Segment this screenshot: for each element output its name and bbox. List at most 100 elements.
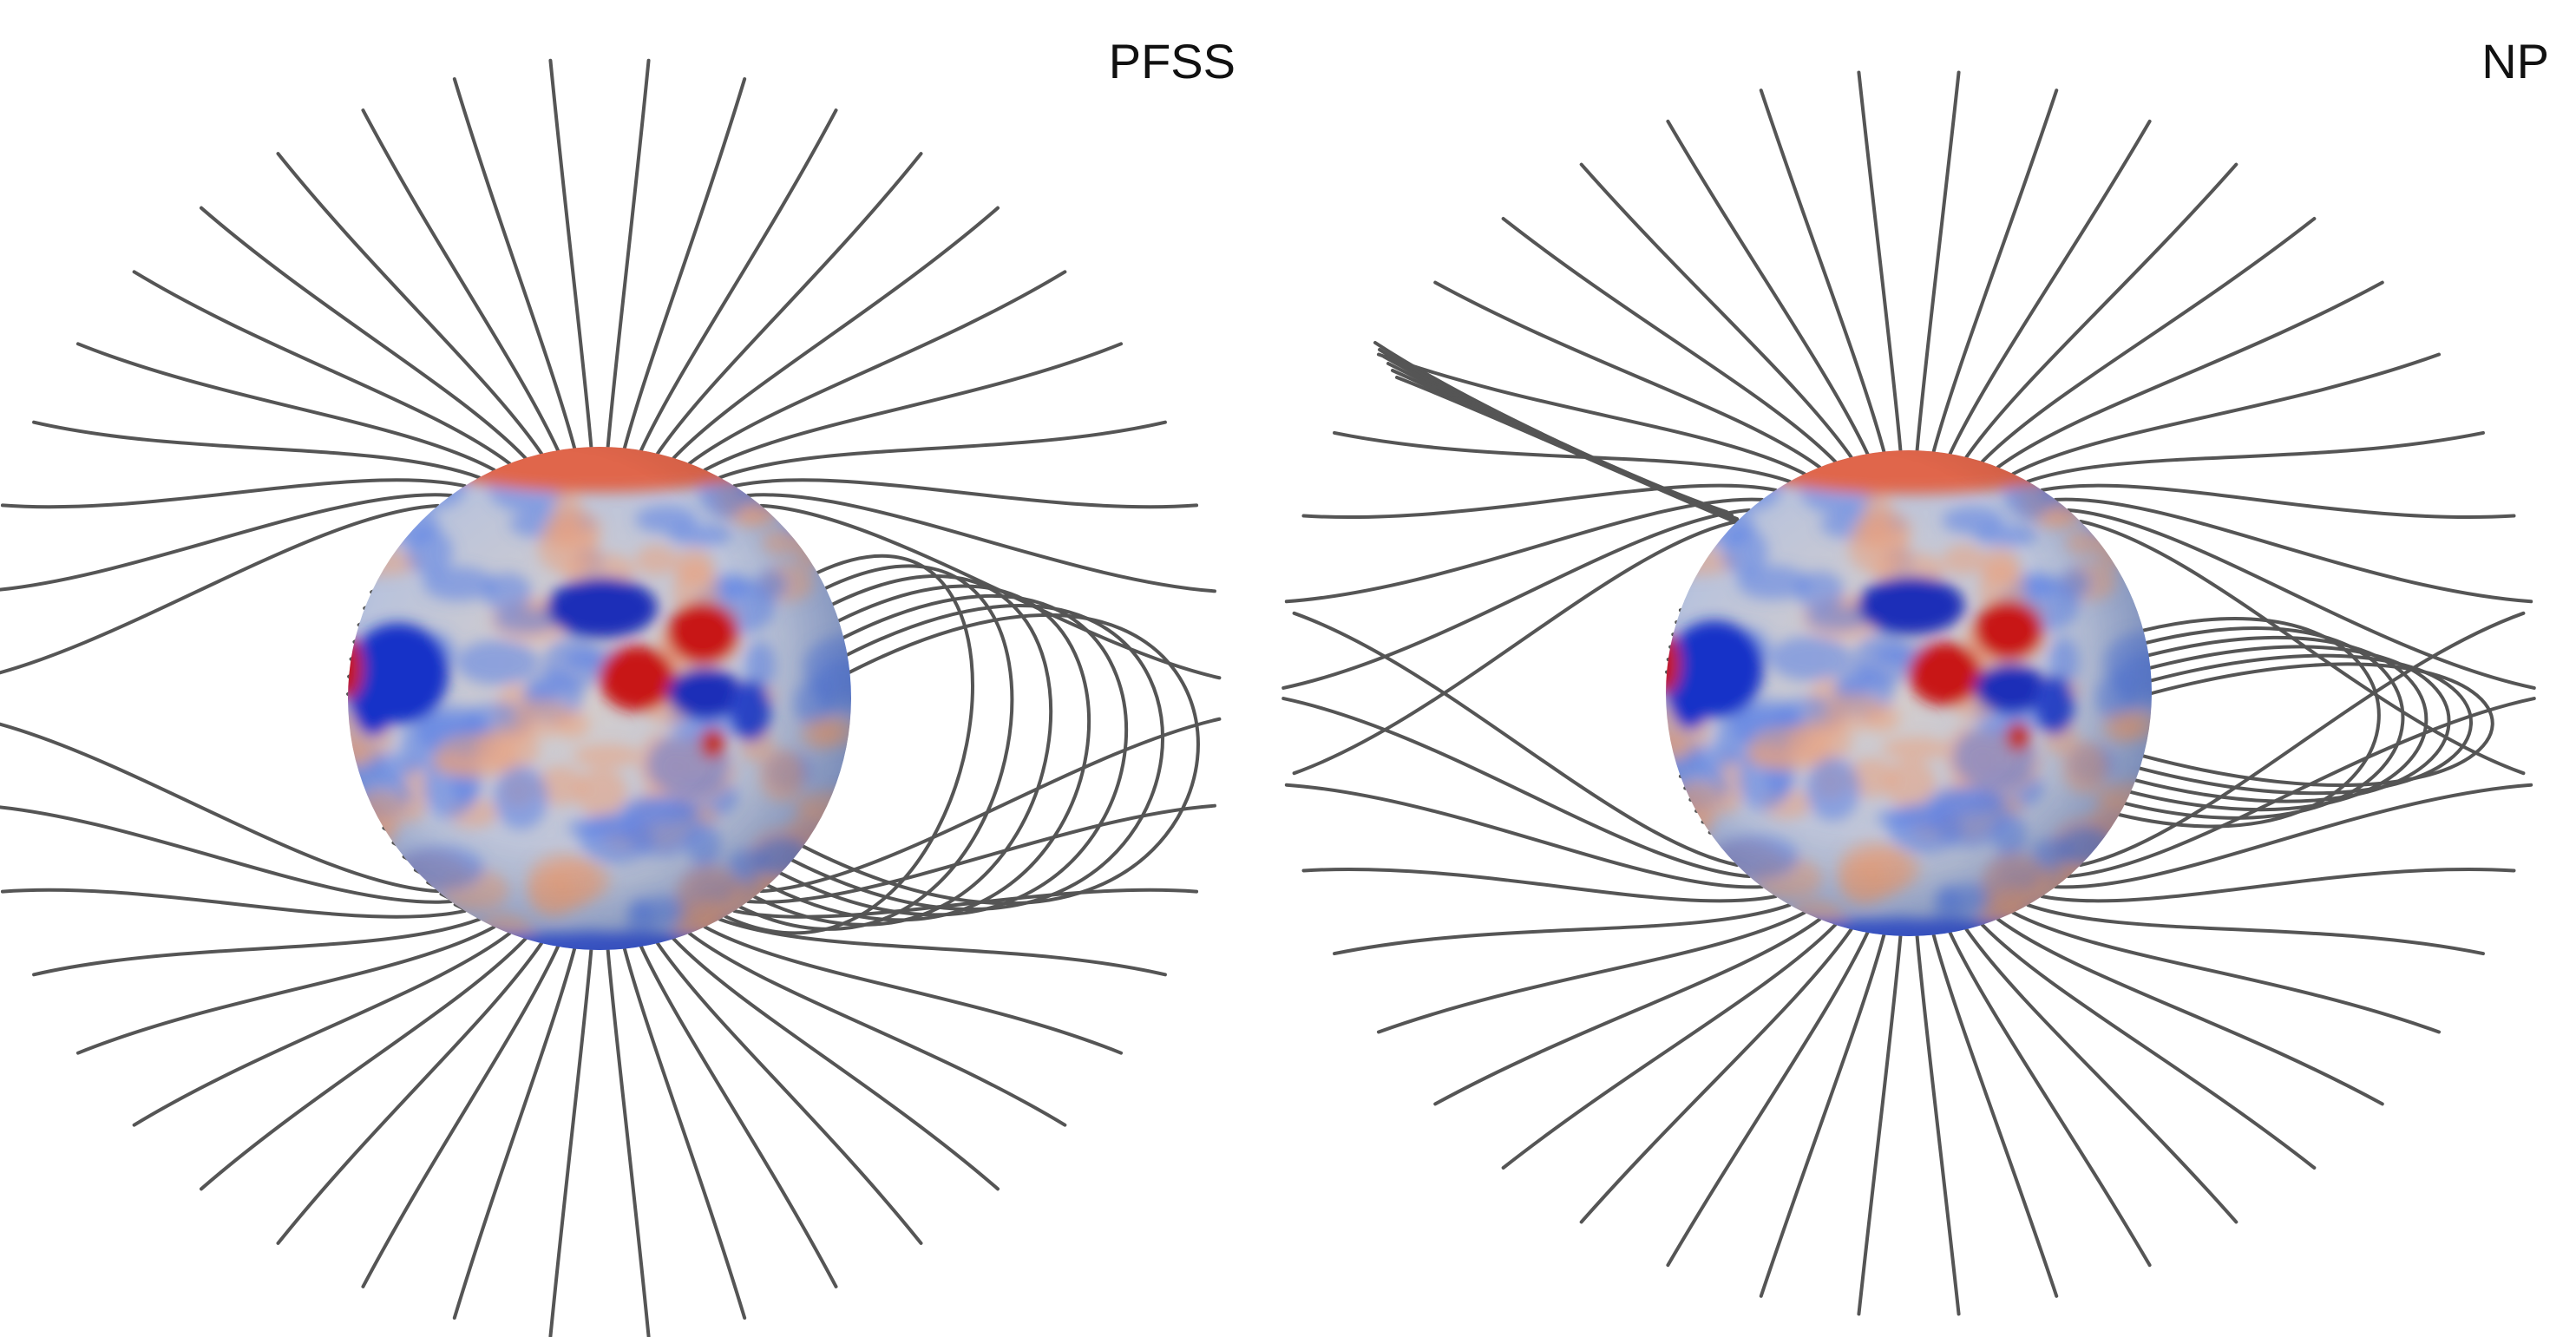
limb-shade <box>348 447 851 950</box>
field-line <box>1376 910 1806 1034</box>
field-line <box>1501 922 1838 1170</box>
field-line <box>752 574 1053 927</box>
field-line <box>801 613 1200 906</box>
field-line <box>132 270 512 466</box>
field-line <box>199 937 528 1191</box>
field-line <box>2134 645 2451 803</box>
field-line <box>1501 217 1838 464</box>
field-line <box>639 108 838 452</box>
field-line <box>606 947 651 1337</box>
field-line <box>1915 70 1961 453</box>
field-line <box>2078 611 2526 867</box>
field-line <box>606 58 651 449</box>
field-line <box>2067 697 2536 879</box>
field-line <box>718 917 1167 977</box>
field-line <box>2011 352 2442 476</box>
field-line <box>1376 352 1806 476</box>
field-line <box>1857 70 1903 453</box>
flux-blob <box>784 475 811 537</box>
field-line <box>276 941 544 1245</box>
limb-shade <box>1666 450 2152 936</box>
field-line <box>2067 508 2536 690</box>
field-line <box>1301 483 1778 520</box>
np-panel: NP <box>1281 34 2549 1316</box>
panel-label: PFSS <box>1109 34 1236 88</box>
field-line <box>759 503 1222 680</box>
field-line <box>1996 917 2384 1106</box>
field-line <box>1281 697 1751 879</box>
field-line <box>452 947 577 1320</box>
field-line <box>703 342 1124 472</box>
field-line <box>778 593 1129 917</box>
field-line <box>790 604 1165 911</box>
field-line <box>452 76 577 450</box>
field-line <box>2117 617 2381 829</box>
field-line <box>732 478 1199 509</box>
field-line <box>1666 930 1870 1268</box>
field-line <box>1980 217 2317 464</box>
field-line <box>1948 930 2152 1268</box>
field-line <box>1980 922 2317 1170</box>
field-line <box>703 925 1124 1055</box>
field-line <box>1948 119 2152 456</box>
field-line <box>2026 903 2485 956</box>
field-line <box>1281 508 1751 690</box>
field-line <box>1857 934 1903 1316</box>
field-line <box>0 503 440 675</box>
field-line <box>0 478 467 509</box>
field-line <box>548 947 593 1337</box>
field-line <box>1292 611 1740 867</box>
flux-blob <box>2102 821 2152 858</box>
field-line <box>2138 653 2473 796</box>
field-line <box>2123 626 2405 820</box>
field-line <box>1333 430 1792 483</box>
field-line <box>1284 497 1764 604</box>
field-line <box>639 945 838 1288</box>
field-line <box>718 420 1167 480</box>
field-line <box>132 931 512 1127</box>
field-line <box>1666 119 1870 456</box>
sun-sphere <box>348 447 851 950</box>
field-line <box>687 270 1067 466</box>
field-line <box>0 722 440 894</box>
field-line <box>1964 927 2238 1224</box>
field-line <box>75 342 496 472</box>
flux-blob <box>1666 913 1704 936</box>
field-line <box>2141 662 2494 787</box>
field-line <box>2011 910 2442 1034</box>
pfss-panel: PFSS <box>0 34 1236 1337</box>
field-line <box>1395 376 1754 531</box>
field-line <box>0 805 453 904</box>
panel-label: NP <box>2481 34 2549 88</box>
field-line <box>655 941 923 1245</box>
flux-blob <box>348 517 401 550</box>
field-line <box>1996 280 2384 469</box>
field-line <box>361 108 560 452</box>
field-line <box>1433 917 1822 1106</box>
field-line <box>687 931 1067 1127</box>
field-line <box>0 493 453 592</box>
field-line <box>1333 903 1792 956</box>
field-line <box>1433 280 1822 469</box>
field-line <box>1579 162 1853 459</box>
field-line <box>622 947 747 1320</box>
field-line <box>766 584 1091 922</box>
flux-blob <box>348 447 366 466</box>
field-line <box>1931 88 2059 454</box>
field-line <box>2128 635 2429 812</box>
field-line <box>2040 867 2516 903</box>
field-line <box>1759 88 1886 454</box>
flux-blob <box>348 927 387 950</box>
field-line <box>622 76 747 450</box>
field-line <box>199 206 528 460</box>
field-line <box>2054 497 2533 604</box>
field-line <box>276 152 544 455</box>
field-line <box>1284 783 1764 889</box>
field-line <box>732 888 1199 919</box>
field-line <box>759 717 1222 894</box>
field-line <box>672 206 1000 460</box>
field-line <box>361 945 560 1288</box>
field-line <box>746 493 1216 593</box>
field-line <box>1915 934 1961 1316</box>
